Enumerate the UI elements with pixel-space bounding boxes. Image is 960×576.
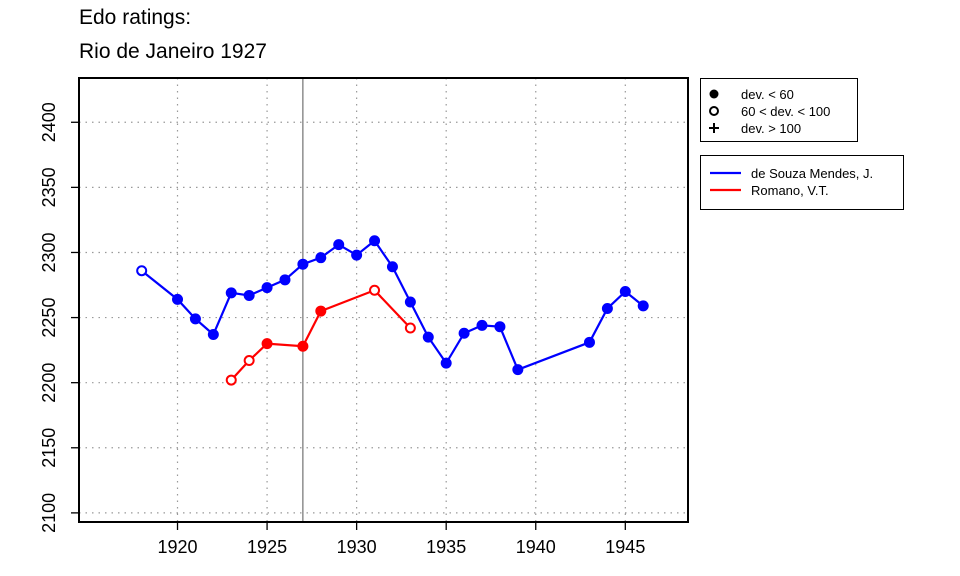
x-tick-label: 1930 <box>337 537 377 557</box>
y-tick-label: 2350 <box>39 167 59 207</box>
open-circle-icon <box>701 102 737 120</box>
series-legend-label: Romano, V.T. <box>751 182 829 198</box>
data-point <box>207 329 219 341</box>
data-point <box>225 374 237 386</box>
data-point <box>333 239 345 251</box>
data-point <box>315 252 327 264</box>
symbol-legend-label: dev. > 100 <box>741 120 802 136</box>
plus-icon <box>701 119 737 137</box>
data-point <box>261 338 273 350</box>
x-tick-label: 1925 <box>247 537 287 557</box>
symbol-legend-item: dev. > 100 <box>701 119 801 137</box>
series-line-1 <box>230 288 412 381</box>
data-point <box>297 258 309 270</box>
data-point <box>458 327 470 339</box>
data-point <box>386 261 398 273</box>
data-point <box>261 282 273 294</box>
data-point <box>637 300 649 312</box>
x-tick-label: 1920 <box>157 537 197 557</box>
series-legend-item: de Souza Mendes, J. <box>701 164 873 182</box>
data-point <box>440 357 452 369</box>
y-tick-label: 2100 <box>39 493 59 533</box>
data-point <box>512 364 524 376</box>
data-point <box>172 293 184 305</box>
plot-frame <box>78 77 689 523</box>
data-point <box>189 313 201 325</box>
chart-title-line-2: Rio de Janeiro 1927 <box>79 40 267 63</box>
x-tick-label: 1945 <box>605 537 645 557</box>
data-point <box>583 336 595 348</box>
data-point <box>225 287 237 299</box>
line-swatch-icon <box>701 164 747 182</box>
series-legend: de Souza Mendes, J. Romano, V.T. <box>700 155 904 210</box>
y-tick-label: 2250 <box>39 298 59 338</box>
data-point <box>404 322 416 334</box>
data-point <box>369 284 381 296</box>
data-point <box>619 286 631 298</box>
data-point <box>369 235 381 247</box>
chart-title-line-1: Edo ratings: <box>79 6 192 29</box>
data-point <box>243 355 255 367</box>
y-tick-label: 2400 <box>39 102 59 142</box>
data-point <box>243 289 255 301</box>
symbol-legend-label: dev. < 60 <box>741 86 794 102</box>
y-tick-label: 2200 <box>39 363 59 403</box>
y-tick-label: 2150 <box>39 428 59 468</box>
data-point <box>601 302 613 314</box>
data-point <box>315 305 327 317</box>
data-point <box>279 274 291 286</box>
data-point <box>494 321 506 333</box>
symbol-legend: dev. < 60 60 < dev. < 100 dev. > 100 <box>700 78 858 142</box>
symbol-legend-label: 60 < dev. < 100 <box>741 103 831 119</box>
symbol-legend-item: dev. < 60 <box>701 85 794 103</box>
data-point <box>136 265 148 277</box>
line-swatch-icon <box>701 181 747 199</box>
data-point <box>404 296 416 308</box>
x-tick-label: 1935 <box>426 537 466 557</box>
series-legend-item: Romano, V.T. <box>701 181 829 199</box>
series-legend-label: de Souza Mendes, J. <box>751 165 874 181</box>
symbol-legend-item: 60 < dev. < 100 <box>701 102 830 120</box>
data-point <box>351 249 363 261</box>
x-tick-label: 1940 <box>516 537 556 557</box>
data-point <box>422 331 434 343</box>
filled-circle-icon <box>701 85 737 103</box>
series-line-0 <box>141 239 644 372</box>
data-point <box>476 319 488 331</box>
data-point <box>297 340 309 352</box>
y-tick-label: 2300 <box>39 232 59 272</box>
